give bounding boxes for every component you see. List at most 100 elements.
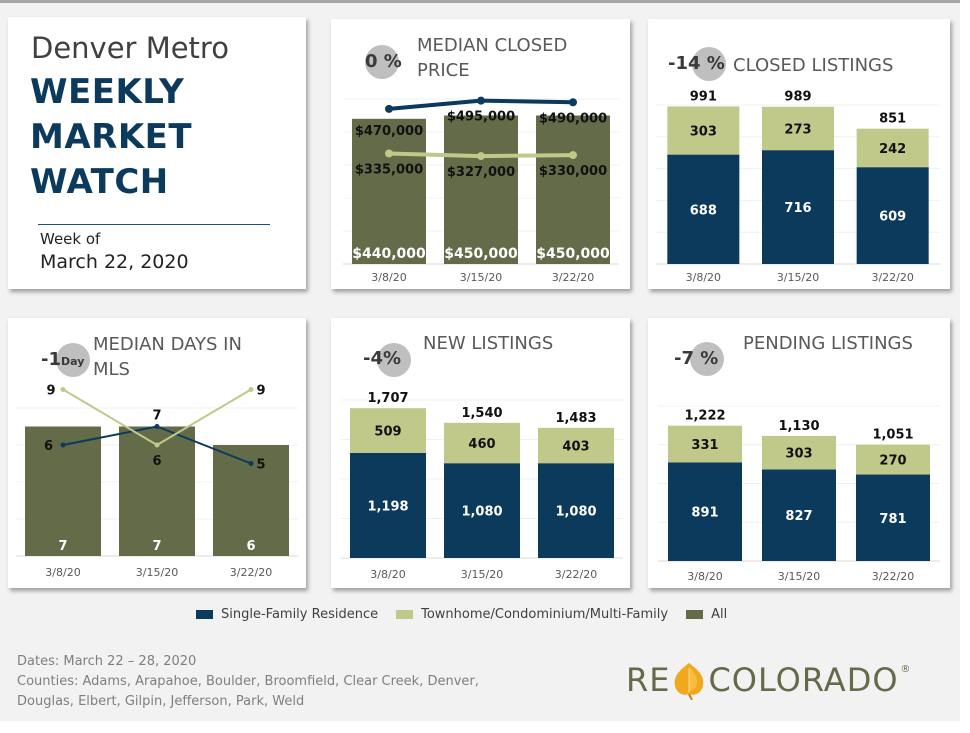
bar-townhome xyxy=(444,422,520,464)
change-value: -4% xyxy=(363,348,402,369)
data-label-single-family: 688 xyxy=(690,203,717,218)
x-tick-label: 3/22/20 xyxy=(871,271,913,284)
change-badge xyxy=(692,47,726,81)
change-value: -7 % xyxy=(674,348,719,369)
line-single-family-point xyxy=(569,98,577,107)
chart-legend: Single-Family Residence Townhome/Condomi… xyxy=(196,607,727,622)
bar-townhome xyxy=(856,444,930,475)
aspen-leaf-icon xyxy=(675,663,704,700)
title-line-market: MARKET xyxy=(30,117,193,157)
card-title: MEDIAN DAYS IN MLS xyxy=(93,334,242,380)
x-tick-label: 3/8/20 xyxy=(371,271,406,284)
legend-swatch xyxy=(686,610,704,619)
data-label-all: $450,000 xyxy=(536,246,610,262)
change-badge xyxy=(377,343,411,377)
closed-listings-chart: 3/8/20 3/15/20 3/22/20 688 303 991 716 273 989 60… xyxy=(656,89,940,284)
legend-item-all: All xyxy=(686,607,727,622)
bar-townhome xyxy=(762,106,834,151)
line-townhome-point xyxy=(477,152,485,161)
bar-single-family xyxy=(538,463,614,558)
line-townhome-point xyxy=(154,442,160,448)
data-label-total: 1,130 xyxy=(778,419,819,434)
line-single-family-point xyxy=(154,424,160,429)
median-closed-price-chart: 3/8/20 3/15/20 3/22/20 $440,000 $450,000 $450… xyxy=(343,96,619,284)
registered-mark: ® xyxy=(900,664,912,675)
data-label-townhome: $330,000 xyxy=(539,164,607,179)
logo-text-re: RE xyxy=(626,661,671,699)
title-divider xyxy=(38,224,270,225)
card-title: CLOSED LISTINGS xyxy=(733,55,894,76)
data-label-all: 7 xyxy=(58,539,67,554)
change-badge xyxy=(365,45,399,79)
change-value: -1Day xyxy=(41,349,84,370)
x-tick-label: 3/22/20 xyxy=(555,568,597,581)
data-label-total: 1,222 xyxy=(684,409,725,424)
change-value: 0 % xyxy=(365,51,402,72)
logo-text-colorado: COLORADO xyxy=(708,661,899,699)
data-label-total: 851 xyxy=(879,112,906,127)
legend-label: All xyxy=(711,607,728,622)
bar-single-family xyxy=(856,167,929,264)
recolorado-logo: RE COLORADO ® xyxy=(626,660,912,700)
data-label-townhome: 9 xyxy=(256,384,265,399)
data-label-total: 1,707 xyxy=(367,391,408,406)
bar-single-family xyxy=(762,150,834,264)
bar-single-family xyxy=(444,463,520,558)
region-title: Denver Metro xyxy=(31,31,229,65)
x-tick-label: 3/15/20 xyxy=(136,566,178,579)
data-label-all: 6 xyxy=(246,539,255,554)
bar-townhome xyxy=(668,425,742,463)
line-townhome-point xyxy=(60,387,66,392)
legend-swatch xyxy=(396,610,414,619)
median-closed-price-card: 0 % MEDIAN CLOSED PRICE 3/8/20 3/15/20 3/2… xyxy=(331,19,630,289)
data-label-single-family: 891 xyxy=(691,506,718,521)
bottom-margin xyxy=(0,721,970,733)
data-label-townhome: 331 xyxy=(691,438,718,453)
x-tick-label: 3/15/20 xyxy=(777,271,819,284)
x-tick-label: 3/8/20 xyxy=(687,570,722,583)
bar-single-family xyxy=(856,474,930,561)
title-line-watch: WATCH xyxy=(30,162,169,202)
x-tick-label: 3/15/20 xyxy=(460,271,502,284)
week-of-label: Week of xyxy=(40,230,101,248)
x-tick-label: 3/8/20 xyxy=(686,271,721,284)
change-unit: Day xyxy=(61,355,85,368)
x-tick-label: 3/22/20 xyxy=(552,271,594,284)
legend-swatch xyxy=(196,610,213,619)
legend-item-townhome: Townhome/Condominium/Multi-Family xyxy=(396,607,668,622)
data-label-single-family: 6 xyxy=(44,439,53,454)
bar-single-family xyxy=(668,462,742,561)
closed-listings-card: -14 % CLOSED LISTINGS 3/8/20 3/15/20 3/22/… xyxy=(648,19,950,289)
card-title: NEW LISTINGS xyxy=(423,333,554,354)
data-label-total: 1,483 xyxy=(555,411,596,426)
data-label-single-family: 5 xyxy=(256,458,265,473)
data-label-single-family: 1,080 xyxy=(461,505,502,520)
data-label-townhome: 303 xyxy=(785,447,812,462)
data-label-townhome: 303 xyxy=(690,125,717,140)
data-label-total: 1,540 xyxy=(461,406,502,421)
line-single-family-point xyxy=(385,104,393,113)
bar-townhome xyxy=(762,435,836,470)
data-label-townhome: $335,000 xyxy=(355,162,423,177)
data-label-single-family: $470,000 xyxy=(355,124,423,139)
bar-all xyxy=(536,115,610,264)
median-days-in-mls-card: -1Day MEDIAN DAYS IN MLS 3/8/20 3/15/20 3/… xyxy=(8,318,306,588)
bar-single-family xyxy=(350,452,426,558)
new-listings-card: -4% NEW LISTINGS 3/8/20 3/15/20 3/22/20 1,1… xyxy=(331,318,630,588)
data-label-total: 1,051 xyxy=(872,428,913,443)
footer-notes: Dates: March 22 – 28, 2020 Counties: Ada… xyxy=(17,652,497,712)
data-label-single-family: 1,198 xyxy=(367,499,408,514)
bar-all xyxy=(352,118,426,264)
data-label-total: 989 xyxy=(784,90,811,105)
data-label-all: $450,000 xyxy=(444,246,518,262)
data-label-single-family: $490,000 xyxy=(539,111,607,126)
legend-label: Single-Family Residence xyxy=(221,607,379,622)
x-tick-label: 3/8/20 xyxy=(370,568,405,581)
new-listings-chart: 3/8/20 3/15/20 3/22/20 1,198 509 1,707 1,080 46… xyxy=(341,391,623,581)
bar-single-family xyxy=(762,469,836,561)
data-label-townhome: 460 xyxy=(468,437,495,452)
bar-townhome xyxy=(856,128,929,168)
data-label-single-family: 716 xyxy=(784,201,811,216)
bar-townhome xyxy=(667,106,740,155)
line-townhome-point xyxy=(248,387,254,392)
